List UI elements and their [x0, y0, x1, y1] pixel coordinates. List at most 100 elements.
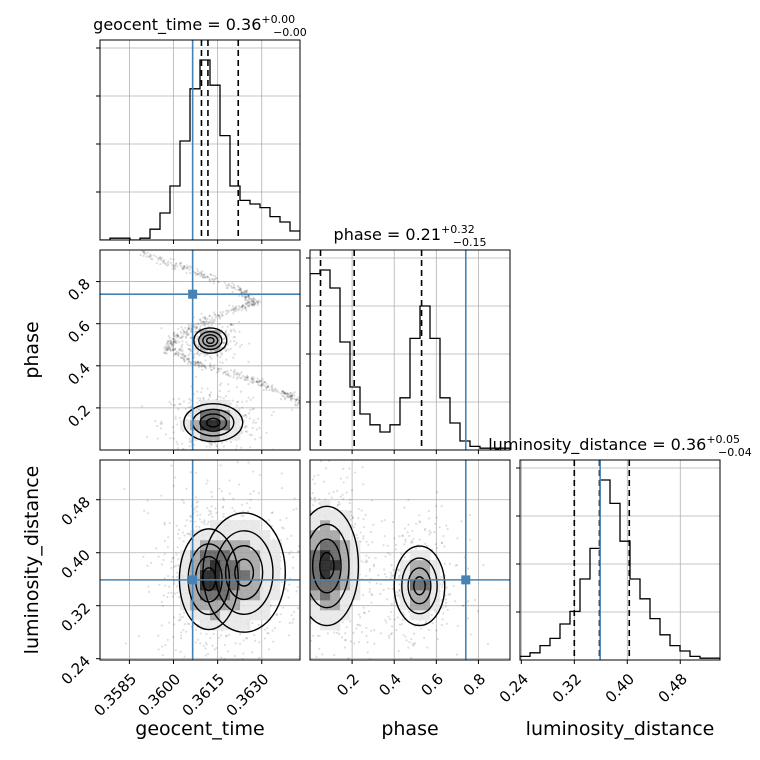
sample-point: [428, 529, 431, 532]
sample-point: [218, 383, 222, 387]
sample-point: [249, 492, 252, 496]
sample-point: [187, 354, 190, 357]
sample-point: [195, 680, 197, 682]
sample-point: [344, 632, 347, 635]
sample-point: [389, 576, 392, 579]
density-cell: [320, 540, 331, 551]
sample-point: [234, 309, 237, 313]
x-axis-label-geocent_time: geocent_time: [135, 718, 264, 740]
sample-point: [183, 357, 186, 360]
sample-point: [225, 309, 228, 312]
density-cell: [230, 610, 241, 621]
sample-point: [251, 299, 255, 302]
sample-point: [147, 512, 150, 515]
sample-point: [167, 344, 170, 347]
sample-point: [194, 340, 197, 343]
sample-point: [224, 370, 227, 374]
sample-point: [298, 554, 300, 556]
sample-point: [260, 384, 263, 387]
sample-point: [164, 352, 167, 355]
sample-point: [169, 339, 173, 342]
sample-point: [208, 393, 211, 396]
sample-point: [253, 438, 257, 441]
sample-point: [353, 525, 356, 529]
sample-point: [226, 284, 229, 287]
sample-point: [212, 632, 215, 636]
density-cell: [340, 570, 351, 581]
sample-point: [163, 539, 166, 543]
sample-point: [284, 533, 286, 535]
sample-point: [287, 640, 289, 642]
sample-point: [364, 561, 367, 564]
y-tick-label-luminosity_distance: 0.48: [58, 493, 94, 529]
sample-point: [252, 470, 255, 473]
sample-point: [171, 267, 174, 270]
sample-point: [286, 395, 289, 398]
sample-point: [272, 494, 274, 496]
sample-point: [158, 257, 162, 260]
density-cell: [210, 620, 221, 631]
sample-point: [385, 575, 388, 578]
sample-point: [244, 296, 247, 299]
sample-point: [289, 391, 292, 394]
sample-point: [242, 514, 245, 518]
sample-point: [182, 353, 185, 356]
contour-line: [193, 327, 228, 354]
sample-point: [427, 517, 431, 520]
sample-point: [151, 258, 154, 261]
sample-point: [177, 619, 181, 622]
sample-point: [155, 547, 158, 550]
sample-point: [177, 532, 180, 535]
sample-point: [294, 400, 297, 404]
sample-point: [482, 564, 485, 567]
sample-point: [343, 646, 346, 649]
density-cell: [400, 600, 411, 611]
sample-point: [285, 612, 287, 614]
sample-point: [201, 276, 204, 279]
sample-point: [276, 389, 279, 392]
sample-point: [185, 332, 188, 335]
sample-point: [245, 415, 248, 419]
sample-point: [294, 573, 296, 575]
sample-point: [186, 532, 189, 535]
sample-point: [178, 416, 181, 419]
sample-point: [290, 534, 293, 537]
sample-point: [207, 398, 210, 401]
sample-point: [215, 276, 218, 280]
sample-point: [293, 474, 295, 476]
sample-point: [227, 310, 230, 313]
density-cell: [320, 510, 331, 521]
sample-point: [268, 388, 271, 391]
sample-point: [360, 509, 363, 512]
sample-point: [250, 303, 254, 306]
sample-point: [205, 275, 208, 278]
sample-point: [400, 552, 403, 555]
sample-point: [244, 425, 247, 428]
sample-point: [348, 501, 351, 505]
sample-point: [436, 491, 439, 494]
sample-point: [335, 702, 337, 704]
sample-point: [241, 307, 245, 310]
sample-point: [302, 655, 304, 657]
sample-point: [250, 302, 253, 306]
sample-point: [239, 289, 242, 292]
sample-point: [204, 275, 207, 279]
sample-point: [202, 365, 205, 368]
sample-point: [318, 498, 321, 501]
sample-point: [295, 590, 298, 593]
sample-point: [208, 279, 211, 282]
sample-point: [203, 519, 206, 522]
sample-point: [174, 334, 177, 337]
sample-point: [281, 390, 285, 393]
sample-point: [207, 513, 211, 516]
sample-point: [244, 430, 247, 433]
sample-point: [352, 631, 355, 634]
sample-point: [173, 331, 176, 334]
sample-point: [403, 527, 407, 530]
density-cell: [420, 560, 431, 571]
sample-point: [248, 342, 251, 345]
sample-point: [233, 286, 236, 289]
sample-point: [201, 275, 205, 279]
sample-point: [281, 390, 284, 393]
density-cell: [410, 590, 421, 601]
